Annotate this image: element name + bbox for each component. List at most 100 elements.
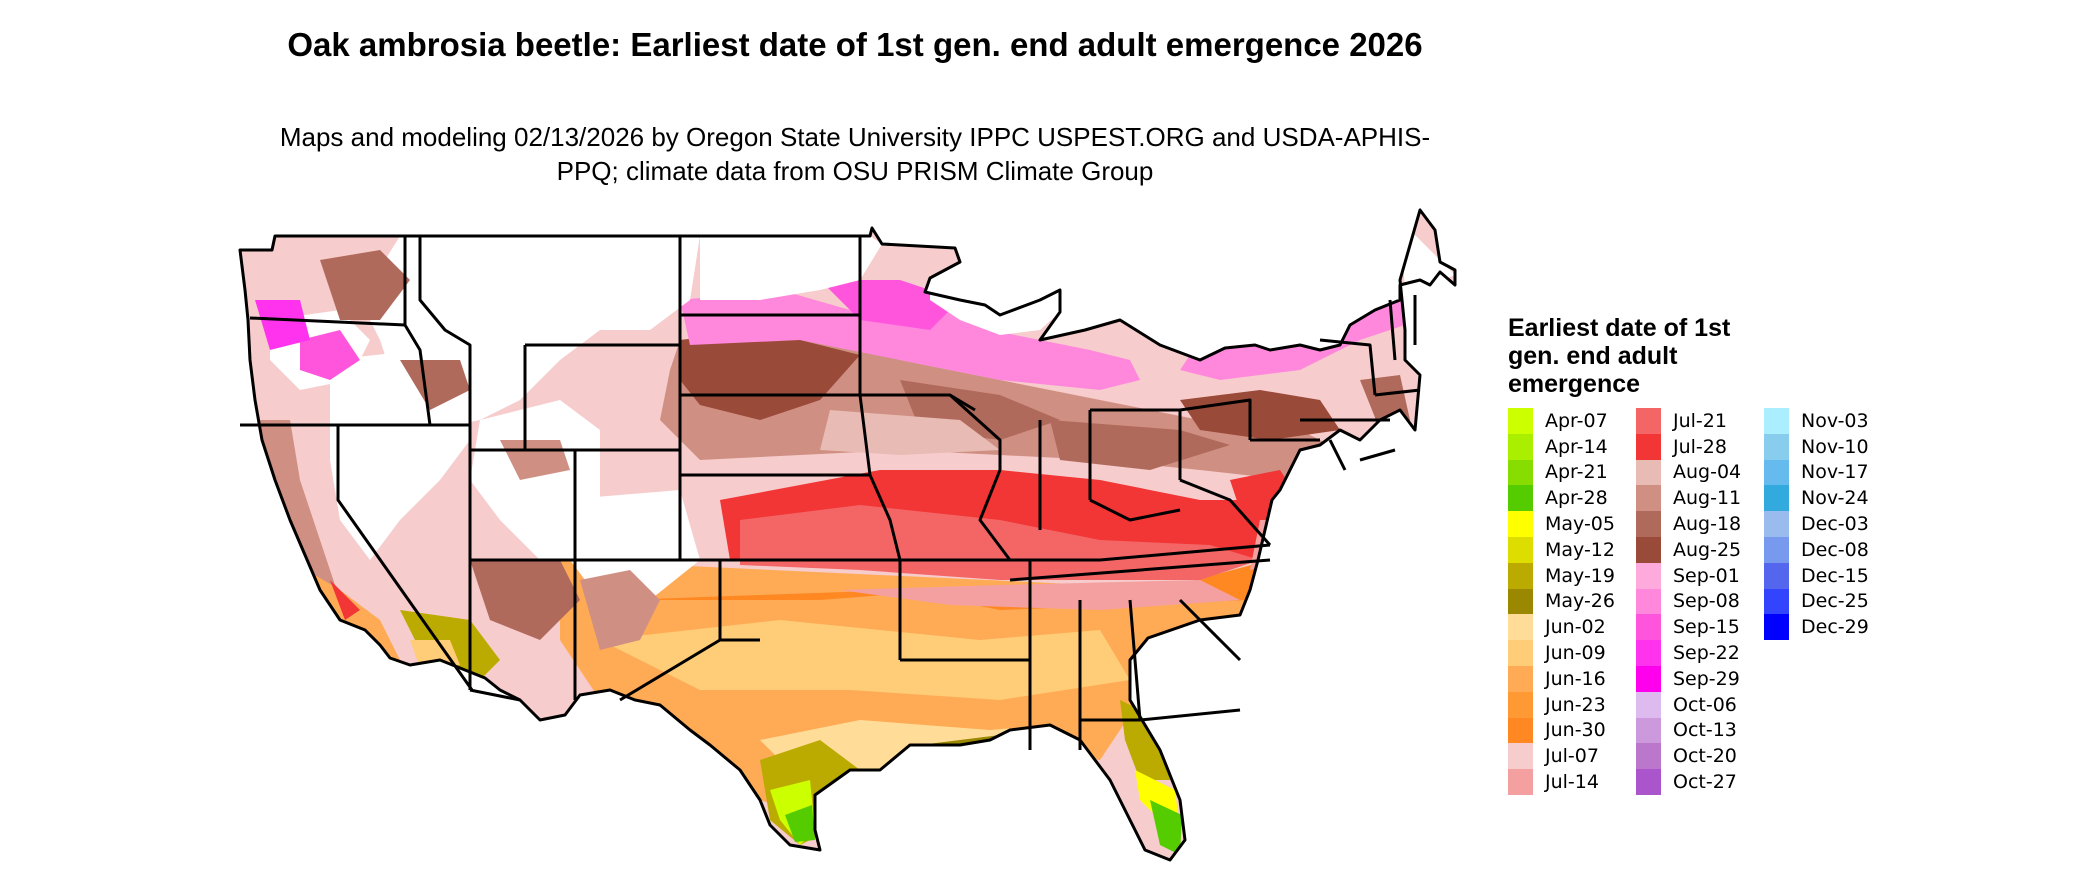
legend-swatch — [1764, 511, 1789, 537]
legend-label: Dec-03 — [1801, 513, 1869, 536]
legend-column: Nov-03 Nov-10 Nov-17 Nov-24 Dec-03 Dec-08 Dec-… — [1764, 408, 1892, 795]
legend-label: Jul-21 — [1673, 409, 1727, 432]
legend-item: Sep-01 — [1636, 562, 1764, 589]
legend-item: Sep-22 — [1636, 640, 1764, 666]
legend-item: Aug-11 — [1636, 485, 1764, 512]
legend-label: Sep-22 — [1673, 642, 1740, 665]
legend-title: Earliest date of 1st gen. end adult emer… — [1508, 314, 1731, 398]
legend-swatch — [1636, 614, 1661, 641]
legend-label: Jul-07 — [1545, 745, 1599, 768]
legend-item: Jul-28 — [1636, 433, 1764, 460]
legend-label: Jun-02 — [1545, 616, 1606, 639]
legend-column: Jul-21 Jul-28 Aug-04 Aug-11 Aug-18 Aug-25 Sep-… — [1636, 408, 1764, 795]
legend-swatch — [1508, 743, 1533, 770]
legend-item: Jul-21 — [1636, 408, 1764, 434]
legend-label: Sep-08 — [1673, 590, 1740, 613]
legend-swatch — [1508, 691, 1533, 718]
legend-item: Jun-16 — [1508, 665, 1636, 692]
legend-swatch — [1764, 459, 1789, 486]
legend-swatch — [1636, 433, 1661, 460]
legend-item: Jun-30 — [1508, 717, 1636, 744]
state-borders — [238, 208, 1457, 862]
legend-label: Dec-25 — [1801, 590, 1869, 613]
legend-swatch — [1764, 536, 1789, 563]
legend-item: Jul-07 — [1508, 743, 1636, 770]
legend-swatch — [1636, 511, 1661, 537]
legend-item: May-26 — [1508, 588, 1636, 615]
legend-label: May-19 — [1545, 564, 1615, 587]
legend-swatch — [1636, 665, 1661, 692]
legend-swatch — [1636, 459, 1661, 486]
legend-item: May-12 — [1508, 536, 1636, 563]
legend-label: Dec-08 — [1801, 538, 1869, 561]
legend-item: Jul-14 — [1508, 769, 1636, 795]
legend-label: Jul-14 — [1545, 771, 1599, 794]
legend-column: Apr-07 Apr-14 Apr-21 Apr-28 May-05 May-12 May-… — [1508, 408, 1636, 795]
legend-item: Nov-03 — [1764, 408, 1892, 434]
legend-swatch — [1764, 408, 1789, 434]
legend-swatch — [1636, 743, 1661, 770]
legend-item: Dec-15 — [1764, 562, 1892, 589]
legend-swatch — [1508, 614, 1533, 641]
legend-label: Sep-01 — [1673, 564, 1740, 587]
legend-swatch — [1764, 485, 1789, 512]
legend-item: Jun-02 — [1508, 614, 1636, 641]
map-subtitle: Maps and modeling 02/13/2026 by Oregon S… — [279, 122, 1431, 186]
legend-swatch — [1508, 408, 1533, 434]
legend-label: Apr-14 — [1545, 435, 1608, 458]
legend-item: Oct-06 — [1636, 691, 1764, 718]
legend-item: Dec-03 — [1764, 511, 1892, 537]
legend-swatch — [1508, 511, 1533, 537]
legend-item: Nov-24 — [1764, 485, 1892, 512]
legend-swatch — [1764, 562, 1789, 589]
legend-columns: Apr-07 Apr-14 Apr-21 Apr-28 May-05 May-12 May-… — [1508, 408, 1892, 795]
legend-label: Sep-29 — [1673, 667, 1740, 690]
legend-swatch — [1508, 459, 1533, 486]
legend-label: May-05 — [1545, 513, 1615, 536]
legend-swatch — [1508, 717, 1533, 744]
legend-item: Apr-07 — [1508, 408, 1636, 434]
legend-swatch — [1636, 536, 1661, 563]
legend-label: Oct-20 — [1673, 745, 1737, 768]
legend-item: Jun-09 — [1508, 640, 1636, 666]
legend-item: Sep-08 — [1636, 588, 1764, 615]
legend-item: Apr-14 — [1508, 433, 1636, 460]
legend-label: Aug-04 — [1673, 461, 1742, 484]
legend-label: Jun-16 — [1545, 667, 1606, 690]
legend-item: Jun-23 — [1508, 691, 1636, 718]
legend-item: Oct-13 — [1636, 717, 1764, 744]
legend-swatch — [1508, 588, 1533, 615]
legend-item: Oct-27 — [1636, 769, 1764, 795]
legend: Earliest date of 1st gen. end adult emer… — [1508, 314, 1892, 795]
legend-label: Dec-15 — [1801, 564, 1869, 587]
legend-item: Aug-25 — [1636, 536, 1764, 563]
legend-label: Jun-30 — [1545, 719, 1606, 742]
legend-label: Jun-23 — [1545, 693, 1606, 716]
legend-item: May-05 — [1508, 511, 1636, 537]
legend-item: Sep-15 — [1636, 614, 1764, 641]
legend-swatch — [1508, 485, 1533, 512]
legend-label: Apr-07 — [1545, 409, 1608, 432]
legend-swatch — [1636, 691, 1661, 718]
legend-label: Aug-18 — [1673, 513, 1742, 536]
legend-item: Dec-29 — [1764, 614, 1892, 641]
legend-swatch — [1764, 614, 1789, 641]
legend-swatch — [1508, 433, 1533, 460]
legend-swatch — [1764, 588, 1789, 615]
legend-label: Oct-06 — [1673, 693, 1737, 716]
legend-label: May-26 — [1545, 590, 1615, 613]
legend-label: Apr-28 — [1545, 487, 1608, 510]
legend-label: Apr-21 — [1545, 461, 1608, 484]
legend-swatch — [1636, 485, 1661, 512]
legend-swatch — [1508, 640, 1533, 666]
legend-item: Nov-17 — [1764, 459, 1892, 486]
legend-item: Apr-21 — [1508, 459, 1636, 486]
legend-swatch — [1636, 588, 1661, 615]
legend-item: Apr-28 — [1508, 485, 1636, 512]
legend-label: May-12 — [1545, 538, 1615, 561]
legend-label: Nov-24 — [1801, 487, 1869, 510]
legend-label: Oct-13 — [1673, 719, 1737, 742]
legend-label: Jul-28 — [1673, 435, 1727, 458]
legend-item: Sep-29 — [1636, 665, 1764, 692]
